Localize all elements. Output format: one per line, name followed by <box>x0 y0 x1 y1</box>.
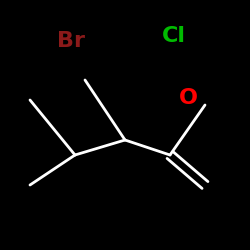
Text: Br: Br <box>57 31 85 51</box>
Text: Cl: Cl <box>162 26 186 46</box>
Text: O: O <box>179 88 198 108</box>
